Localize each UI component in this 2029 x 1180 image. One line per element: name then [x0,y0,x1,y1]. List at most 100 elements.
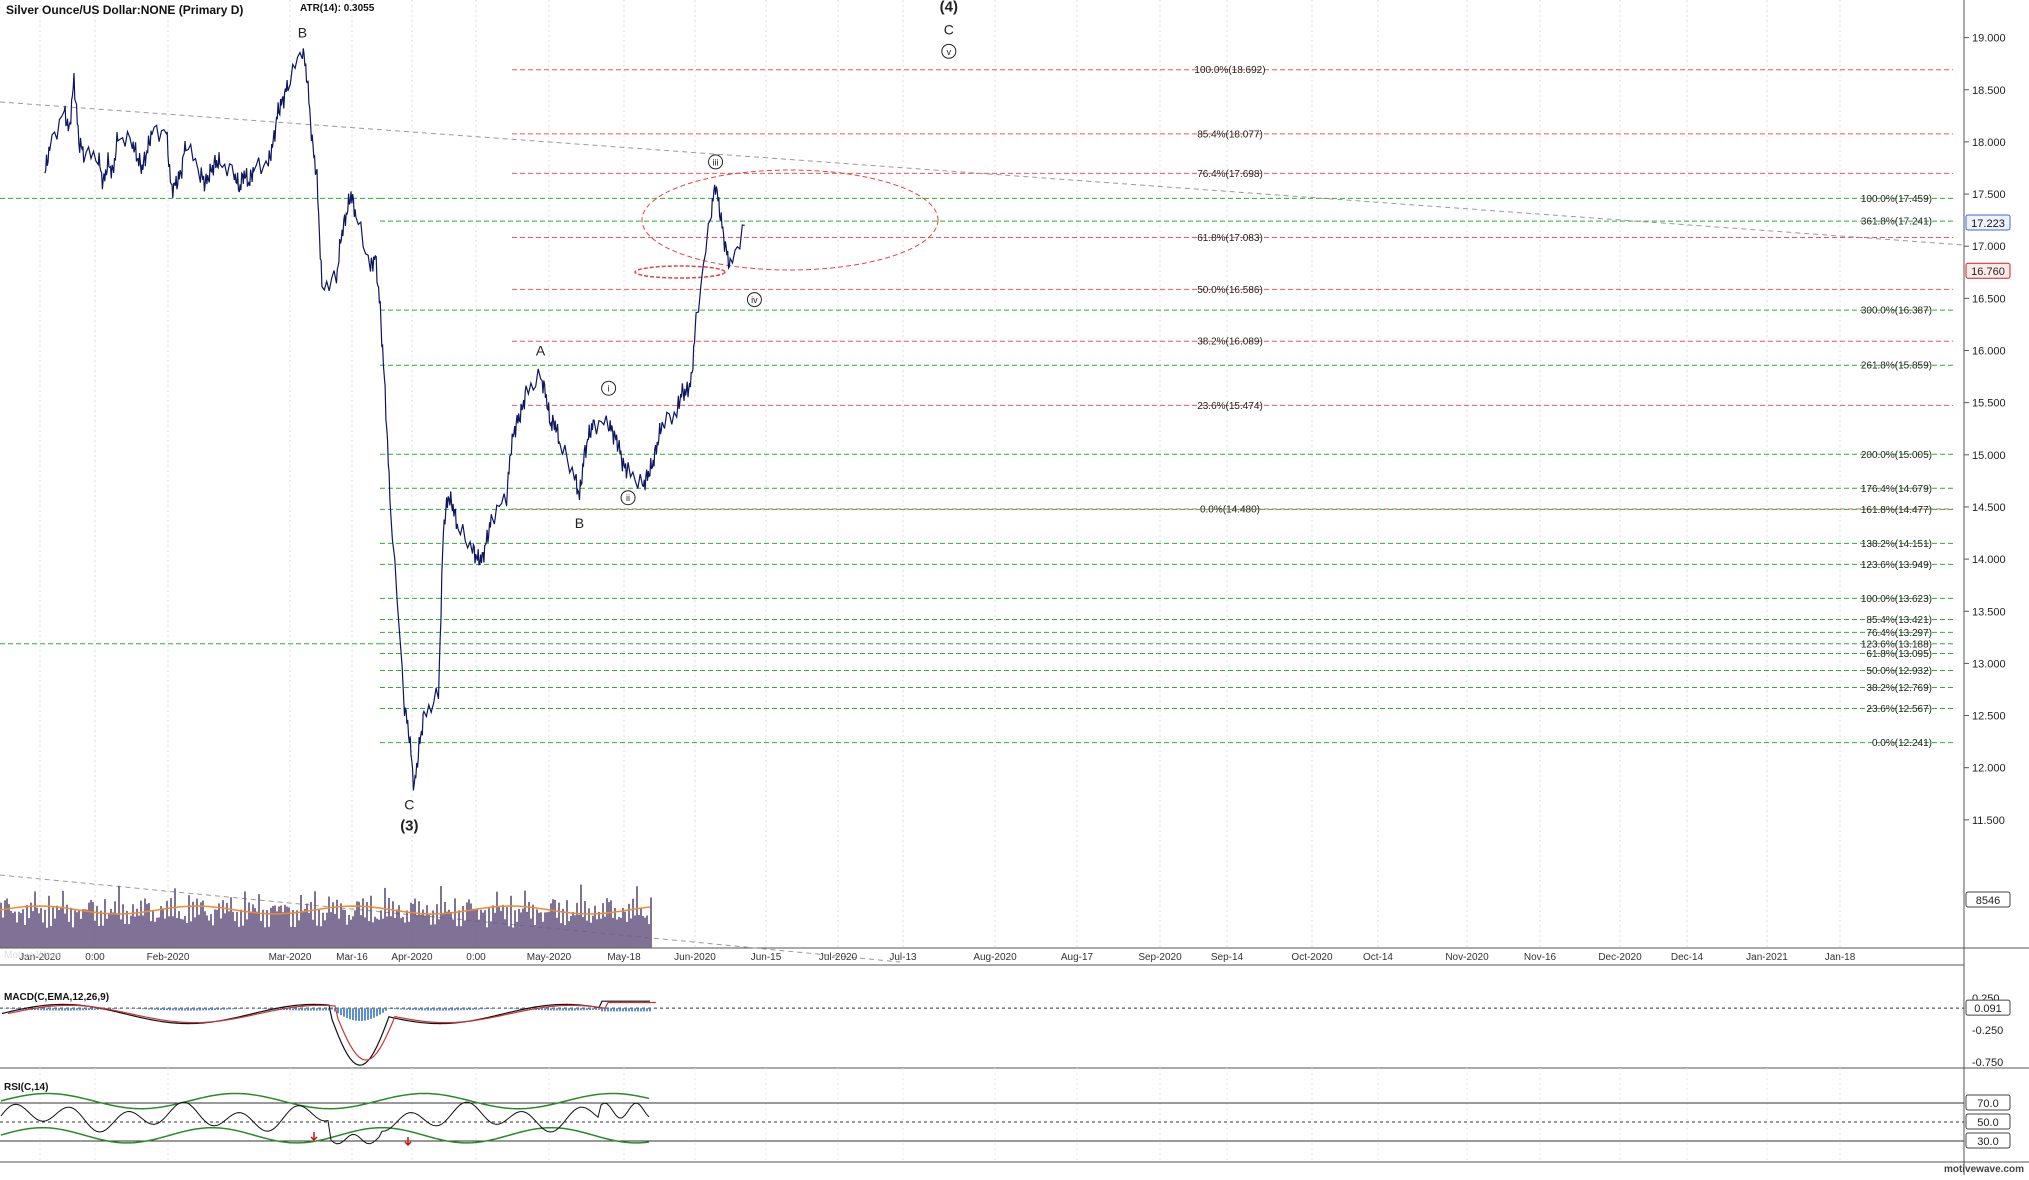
macd-tick-label: -0.750 [1972,1057,2003,1069]
x-tick-label: Nov-16 [1524,952,1557,963]
macd-line [1,1000,650,1066]
x-tick-label: Dec-2020 [1598,952,1642,963]
rsi-lower-band [0,1126,650,1144]
x-tick-label: May-18 [607,952,641,963]
x-tick-label: Apr-2020 [391,952,433,963]
rsi-tick-box [1965,1113,2011,1130]
wave-label-circle [620,490,636,506]
y-tick-label: 18.000 [1972,137,2006,149]
footer-brand: motivewave.com [1944,1164,2024,1175]
x-tick-label: Dec-14 [1671,952,1704,963]
x-tick-label: 0:00 [466,952,486,963]
fib-label: 261.8%(15.859) [1861,361,1932,372]
rsi-tick-box [1965,1094,2011,1111]
fib-label: 50.0%(12.932) [1866,666,1932,677]
macd-tick-label: -0.250 [1972,1025,2003,1037]
watermark: Motive Wave [4,950,62,961]
fib-label: 61.8%(13.095) [1866,649,1932,660]
wave-label: B [298,25,307,41]
wave-label: v [947,47,952,57]
last-price-tag: 17.223 [1971,218,2005,230]
rsi-signal-arrow [310,1132,318,1142]
vertical-gridlines [39,0,1841,1162]
fib-label: 0.0%(14.480) [1200,505,1260,516]
wave-label-circle [941,43,957,59]
rsi-tick-label: 70.0 [1977,1098,1998,1110]
marker-price-tag: 16.760 [1971,266,2005,278]
rsi-tick-label: 50.0 [1977,1117,1998,1129]
fib-label: 76.4%(13.297) [1866,628,1932,639]
x-tick-label: Feb-2020 [147,952,190,963]
fib-label: 100.0%(18.692) [1194,65,1265,76]
x-tick-label: Jun-2020 [674,952,716,963]
y-tick-label: 16.500 [1972,293,2006,305]
rsi-upper-band [0,1092,650,1110]
rsi-tick-box [1965,1132,2011,1149]
wave-label: C [944,21,954,37]
macd-value-tag: 0.091 [1974,1003,2002,1015]
fib-label: 23.6%(12.567) [1866,704,1932,715]
x-tick-label: Aug-2020 [973,952,1017,963]
wave-label: ii [626,493,630,503]
y-tick-label: 17.000 [1972,241,2006,253]
x-tick-label: Sep-2020 [1138,952,1182,963]
x-tick-label: Oct-2020 [1291,952,1333,963]
y-tick-label: 16.000 [1972,346,2006,358]
fib-label: 300.0%(16.387) [1861,306,1932,317]
wave-label: A [536,343,546,359]
fib-label: 100.0%(17.459) [1861,194,1932,205]
y-tick-label: 17.500 [1972,189,2006,201]
x-tick-label: Jan-18 [1825,952,1856,963]
x-tick-label: May-2020 [527,952,572,963]
macd-value-box [1965,999,2011,1016]
volume-tag: 8546 [1976,895,2000,907]
rsi-signal-arrow [404,1137,412,1147]
fib-label: 123.6%(13.188) [1861,639,1932,650]
y-tick-label: 19.000 [1972,33,2006,45]
wave-label: iii [713,157,719,167]
fib-label: 85.4%(13.421) [1866,615,1932,626]
wave-iii-ellipse [634,265,726,279]
fib-label: 61.8%(17.083) [1197,233,1263,244]
x-tick-label: Jan-2021 [1746,952,1788,963]
chart-title: Silver Ounce/US Dollar:NONE (Primary D) [6,3,243,17]
wave-label: (4) [940,0,958,16]
fib-label: 200.0%(15.005) [1861,450,1932,461]
y-tick-label: 13.000 [1972,658,2006,670]
x-tick-label: Jul-2020 [819,952,858,963]
rsi-line [0,1101,650,1145]
wave-label: i [608,384,610,394]
macd-title: MACD(C,EMA,12,26,9) [4,992,109,1003]
fib-label: 161.8%(14.477) [1861,505,1932,516]
target-zone-ellipse [641,169,939,271]
fib-label: 176.4%(14.679) [1861,484,1932,495]
volume-tag-box [1965,891,2011,908]
y-tick-label: 15.500 [1972,398,2006,410]
time-axis: Jan-2020 0:00 Feb-2020 Mar-2020 Mar-16 Apr-20… [19,952,1856,963]
wave-label: B [575,515,584,531]
fib-label: 361.8%(17.241) [1861,217,1932,228]
signal-line [7,1001,656,1061]
marker-price-tag-box [1965,262,2011,279]
y-tick-label: 12.500 [1972,711,2006,723]
atr-readout: ATR(14): 0.3055 [300,3,375,14]
upper-trendline [0,101,1965,246]
wave-label: C [404,796,414,812]
rsi-title: RSI(C,14) [4,1082,48,1093]
x-tick-label: Nov-2020 [1445,952,1489,963]
y-tick-label: 14.500 [1972,502,2006,514]
x-tick-label: Jan-2020 [19,952,61,963]
last-price-tag-box [1965,214,2011,231]
fib-label: 38.2%(16.089) [1197,337,1263,348]
fib-label: 85.4%(18.077) [1197,129,1263,140]
fib-label: 50.0%(16.586) [1197,285,1263,296]
price-series [44,48,745,791]
fib-label: 138.2%(14.151) [1861,539,1932,550]
wave-label: iv [751,295,758,305]
y-tick-label: 14.000 [1972,554,2006,566]
wave-label-circle [708,154,724,170]
